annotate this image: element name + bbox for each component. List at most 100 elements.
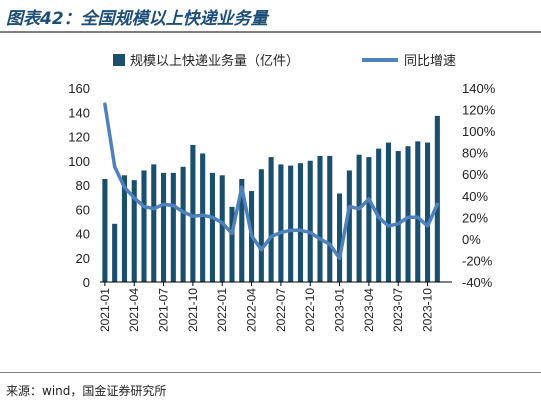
x-axis: 2021-01 2021-04 2021-07 2021-10 2022-01 2022-… — [98, 282, 435, 332]
bar — [415, 141, 421, 282]
bar — [170, 172, 176, 282]
y-left-tick-label: 120 — [68, 130, 90, 145]
line-point — [201, 213, 205, 217]
line-point — [367, 197, 371, 201]
line-point — [406, 215, 410, 219]
y-left-tick-label: 20 — [76, 251, 90, 266]
y-left-tick-label: 40 — [76, 227, 90, 242]
bar — [219, 175, 225, 282]
bar — [121, 175, 127, 282]
y-right-tick-label: 80% — [462, 146, 488, 161]
y-left-tick-label: 80 — [76, 178, 90, 193]
x-tick-label: 2021-04 — [127, 288, 141, 332]
line-point — [357, 207, 361, 211]
bar — [141, 170, 147, 282]
y-left-tick-label: 160 — [68, 81, 90, 96]
line-point — [240, 185, 244, 189]
bar — [229, 206, 235, 282]
y-right-tick-label: -20% — [462, 253, 493, 268]
line-point — [210, 215, 215, 219]
bar — [288, 165, 294, 282]
bar — [102, 178, 108, 282]
bar — [258, 169, 264, 282]
bar — [425, 142, 431, 282]
line-point — [220, 221, 224, 225]
y-left-tick-label: 60 — [76, 202, 90, 217]
bar — [112, 223, 118, 282]
y-right-tick-label: 100% — [462, 124, 496, 139]
bar — [180, 166, 186, 282]
bar — [405, 146, 411, 282]
chart-title: 图表42：全国规模以上快递业务量 — [6, 9, 268, 29]
y-right-tick-label: 140% — [462, 81, 496, 96]
source-divider — [0, 372, 541, 373]
line-point — [171, 203, 175, 208]
line-point — [347, 204, 351, 209]
x-tick-label: 2021-01 — [98, 288, 112, 332]
bar — [346, 170, 352, 282]
bar — [297, 163, 303, 282]
bar — [356, 154, 362, 282]
bar — [385, 142, 391, 282]
line-point — [416, 215, 420, 219]
bar — [366, 157, 372, 282]
bar-series — [102, 115, 440, 282]
bar — [395, 151, 401, 282]
line-point — [181, 210, 185, 214]
line-point — [269, 235, 273, 239]
line-point — [122, 185, 127, 189]
y-left-tick-label: 100 — [68, 154, 90, 169]
y-right-tick-label: 120% — [462, 103, 496, 118]
line-point — [103, 102, 107, 106]
line-point — [396, 222, 400, 226]
line-point — [308, 230, 312, 235]
line-point — [152, 207, 156, 211]
y-axis-left: 0 20 40 60 80 100 120 140 160 — [68, 81, 90, 290]
line-point — [386, 224, 391, 228]
x-tick-label: 2022-04 — [245, 288, 259, 332]
y-left-tick-label: 0 — [83, 275, 90, 290]
line-point — [249, 234, 254, 238]
bar — [131, 180, 137, 282]
y-right-tick-label: 20% — [462, 210, 488, 225]
line-series — [103, 102, 440, 261]
line-point — [328, 242, 332, 246]
y-right-tick-label: 0% — [462, 232, 481, 247]
line-point — [191, 214, 195, 218]
line-point — [279, 230, 283, 235]
line-point — [298, 228, 303, 232]
line-point — [337, 256, 342, 260]
line-point — [377, 215, 381, 219]
bar — [190, 144, 196, 282]
line-point — [425, 224, 430, 228]
x-tick-label: 2022-01 — [215, 288, 229, 332]
y-right-tick-label: 40% — [462, 189, 488, 204]
line-point — [230, 231, 234, 236]
x-tick-label: 2021-07 — [157, 288, 171, 332]
line-point — [435, 202, 439, 206]
bar — [278, 164, 284, 282]
bar — [317, 155, 323, 282]
y-right-tick-label: -40% — [462, 275, 493, 290]
bar — [161, 172, 167, 282]
bar — [337, 193, 343, 282]
x-tick-label: 2023-04 — [362, 288, 376, 332]
x-tick-label: 2022-10 — [303, 288, 317, 332]
line-point — [161, 202, 166, 206]
source-note: 来源：wind，国金证券研究所 — [6, 384, 167, 398]
line-point — [142, 204, 146, 209]
x-tick-label: 2022-07 — [274, 288, 288, 332]
bar — [209, 172, 215, 282]
x-tick-label: 2023-10 — [421, 288, 435, 332]
y-left-tick-label: 140 — [68, 105, 90, 120]
bar — [151, 164, 157, 282]
line-point — [318, 237, 322, 241]
x-tick-label: 2023-01 — [333, 288, 347, 332]
x-tick-label: 2021-10 — [186, 288, 200, 332]
bar — [307, 160, 313, 282]
title-divider — [0, 31, 541, 33]
chart: 规模以上快递业务量（亿件） 同比增速 0 20 40 60 80 100 120 140 160… — [68, 53, 496, 332]
line-point — [113, 165, 117, 169]
bar — [434, 115, 440, 282]
bar — [327, 155, 333, 282]
